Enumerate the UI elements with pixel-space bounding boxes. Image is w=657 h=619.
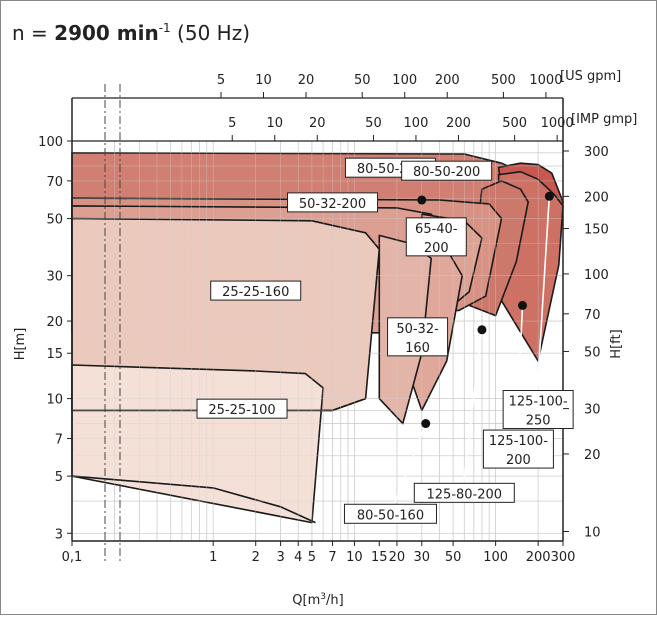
marker-points <box>417 191 554 429</box>
us-gpm-label: [US gpm] <box>560 69 621 84</box>
ft-tick-label: 10 <box>584 526 601 541</box>
region-label-box <box>401 160 493 181</box>
leader-line <box>389 423 427 515</box>
imp-gpm-tick-label: 200 <box>446 116 471 131</box>
region-label-text: 125-80-200 <box>427 487 503 502</box>
x-tick-label: 10 <box>346 550 363 565</box>
imp-gpm-tick-label: 5 <box>228 116 236 131</box>
us-gpm-tick-label: 20 <box>298 73 315 88</box>
imp-gpm-tick-label: 20 <box>309 116 326 131</box>
region-label-box <box>482 429 554 469</box>
region-label-box <box>343 503 437 524</box>
region-label-text: 80-50-200 <box>413 165 480 180</box>
y-tick-label: 50 <box>46 213 63 228</box>
ft-tick-label: 150 <box>584 223 609 238</box>
x-tick-label: 5 <box>308 550 316 565</box>
y-tick-label: 30 <box>46 270 63 285</box>
x-tick-label: 7 <box>328 550 336 565</box>
region-label-text: 200 <box>424 241 449 256</box>
operating-point-marker <box>477 325 487 335</box>
x-tick-label: 300 <box>551 550 576 565</box>
region-label-box <box>502 390 574 430</box>
x-tick-label: 20 <box>389 550 406 565</box>
x-axis-label: Q[m3/h] <box>292 592 343 608</box>
y-tick-label: 70 <box>46 175 63 190</box>
region-label-text: 200 <box>506 453 531 468</box>
region-label-text: 50-32-200 <box>299 197 366 212</box>
region-label-text: 250 <box>526 414 551 429</box>
y-tick-label: 20 <box>46 315 63 330</box>
tick-labels: 0,1 1 2 3 4 5 7 10 15 20 30 50 100 200 300357101520305… <box>38 73 609 565</box>
y-axis-label-left: H[m] <box>13 328 28 361</box>
grid-overlay <box>71 140 564 541</box>
imp-gpm-tick-label: 50 <box>365 116 382 131</box>
region-label-box <box>387 317 449 357</box>
operating-point-marker <box>518 300 528 310</box>
region-label-box <box>196 398 288 419</box>
ft-tick-label: 70 <box>584 308 601 323</box>
region-label-text: 80-50-160 <box>357 508 424 523</box>
ft-tick-label: 30 <box>584 403 601 418</box>
imp-gpm-tick-label: 100 <box>404 116 429 131</box>
operating-point-marker <box>417 195 427 205</box>
x-tick-label: 50 <box>445 550 462 565</box>
y-tick-label: 5 <box>55 470 63 485</box>
x-tick-label: 3 <box>276 550 284 565</box>
imp-gpm-tick-label: 10 <box>266 116 283 131</box>
x-tick-label: 100 <box>483 550 508 565</box>
region-labels: 80-50-25080-50-20050-32-20065-40-20025-2… <box>196 157 574 524</box>
y-tick-label: 15 <box>46 347 63 362</box>
speed-header: n = 2900 min-1 (50 Hz) <box>12 21 250 45</box>
region-label-text: 125-100- <box>489 434 548 449</box>
us-gpm-tick-label: 100 <box>392 73 417 88</box>
ft-tick-label: 20 <box>584 448 601 463</box>
region-label-text: 65-40- <box>415 222 458 237</box>
us-gpm-tick-label: 5 <box>217 73 225 88</box>
leader-line <box>461 329 483 494</box>
ft-tick-label: 50 <box>584 345 601 360</box>
region-label-text: 125-100- <box>509 395 568 410</box>
y-tick-label: 3 <box>55 527 63 542</box>
x-tick-label: 2 <box>252 550 260 565</box>
region-label-box <box>413 482 515 503</box>
x-tick-label: 15 <box>371 550 388 565</box>
operating-point-marker <box>421 419 431 429</box>
us-gpm-tick-label: 500 <box>491 73 516 88</box>
region-label-text: 25-25-160 <box>222 285 289 300</box>
x-tick-label: 0,1 <box>62 550 83 565</box>
y-tick-label: 10 <box>46 393 63 408</box>
ft-tick-label: 100 <box>584 268 609 283</box>
us-gpm-tick-label: 200 <box>435 73 460 88</box>
region-label-box <box>287 192 379 213</box>
ft-tick-label: 200 <box>584 190 609 205</box>
x-tick-label: 200 <box>526 550 551 565</box>
us-gpm-tick-label: 10 <box>255 73 272 88</box>
imp-gpm-tick-label: 1000 <box>541 116 574 131</box>
operating-point-marker <box>544 191 554 201</box>
region-label-box <box>405 217 467 257</box>
imp-gpm-label: [IMP gmp] <box>571 112 637 127</box>
x-tick-label: 30 <box>414 550 431 565</box>
y-tick-label: 7 <box>55 432 63 447</box>
region-label-box <box>210 280 302 301</box>
leader-lines <box>389 196 551 515</box>
us-gpm-tick-label: 1000 <box>529 73 562 88</box>
ft-tick-label: 300 <box>584 145 609 160</box>
y-axis-label-right: H[ft] <box>609 329 624 358</box>
imp-gpm-tick-label: 500 <box>502 116 527 131</box>
y-tick-label: 100 <box>38 135 63 150</box>
x-tick-label: 1 <box>209 550 217 565</box>
x-tick-label: 4 <box>294 550 302 565</box>
region-label-text: 50-32- <box>396 322 439 337</box>
leader-line <box>535 196 551 403</box>
region-label-text: 160 <box>405 341 430 356</box>
us-gpm-tick-label: 50 <box>354 73 371 88</box>
region-label-text: 25-25-100 <box>208 403 275 418</box>
